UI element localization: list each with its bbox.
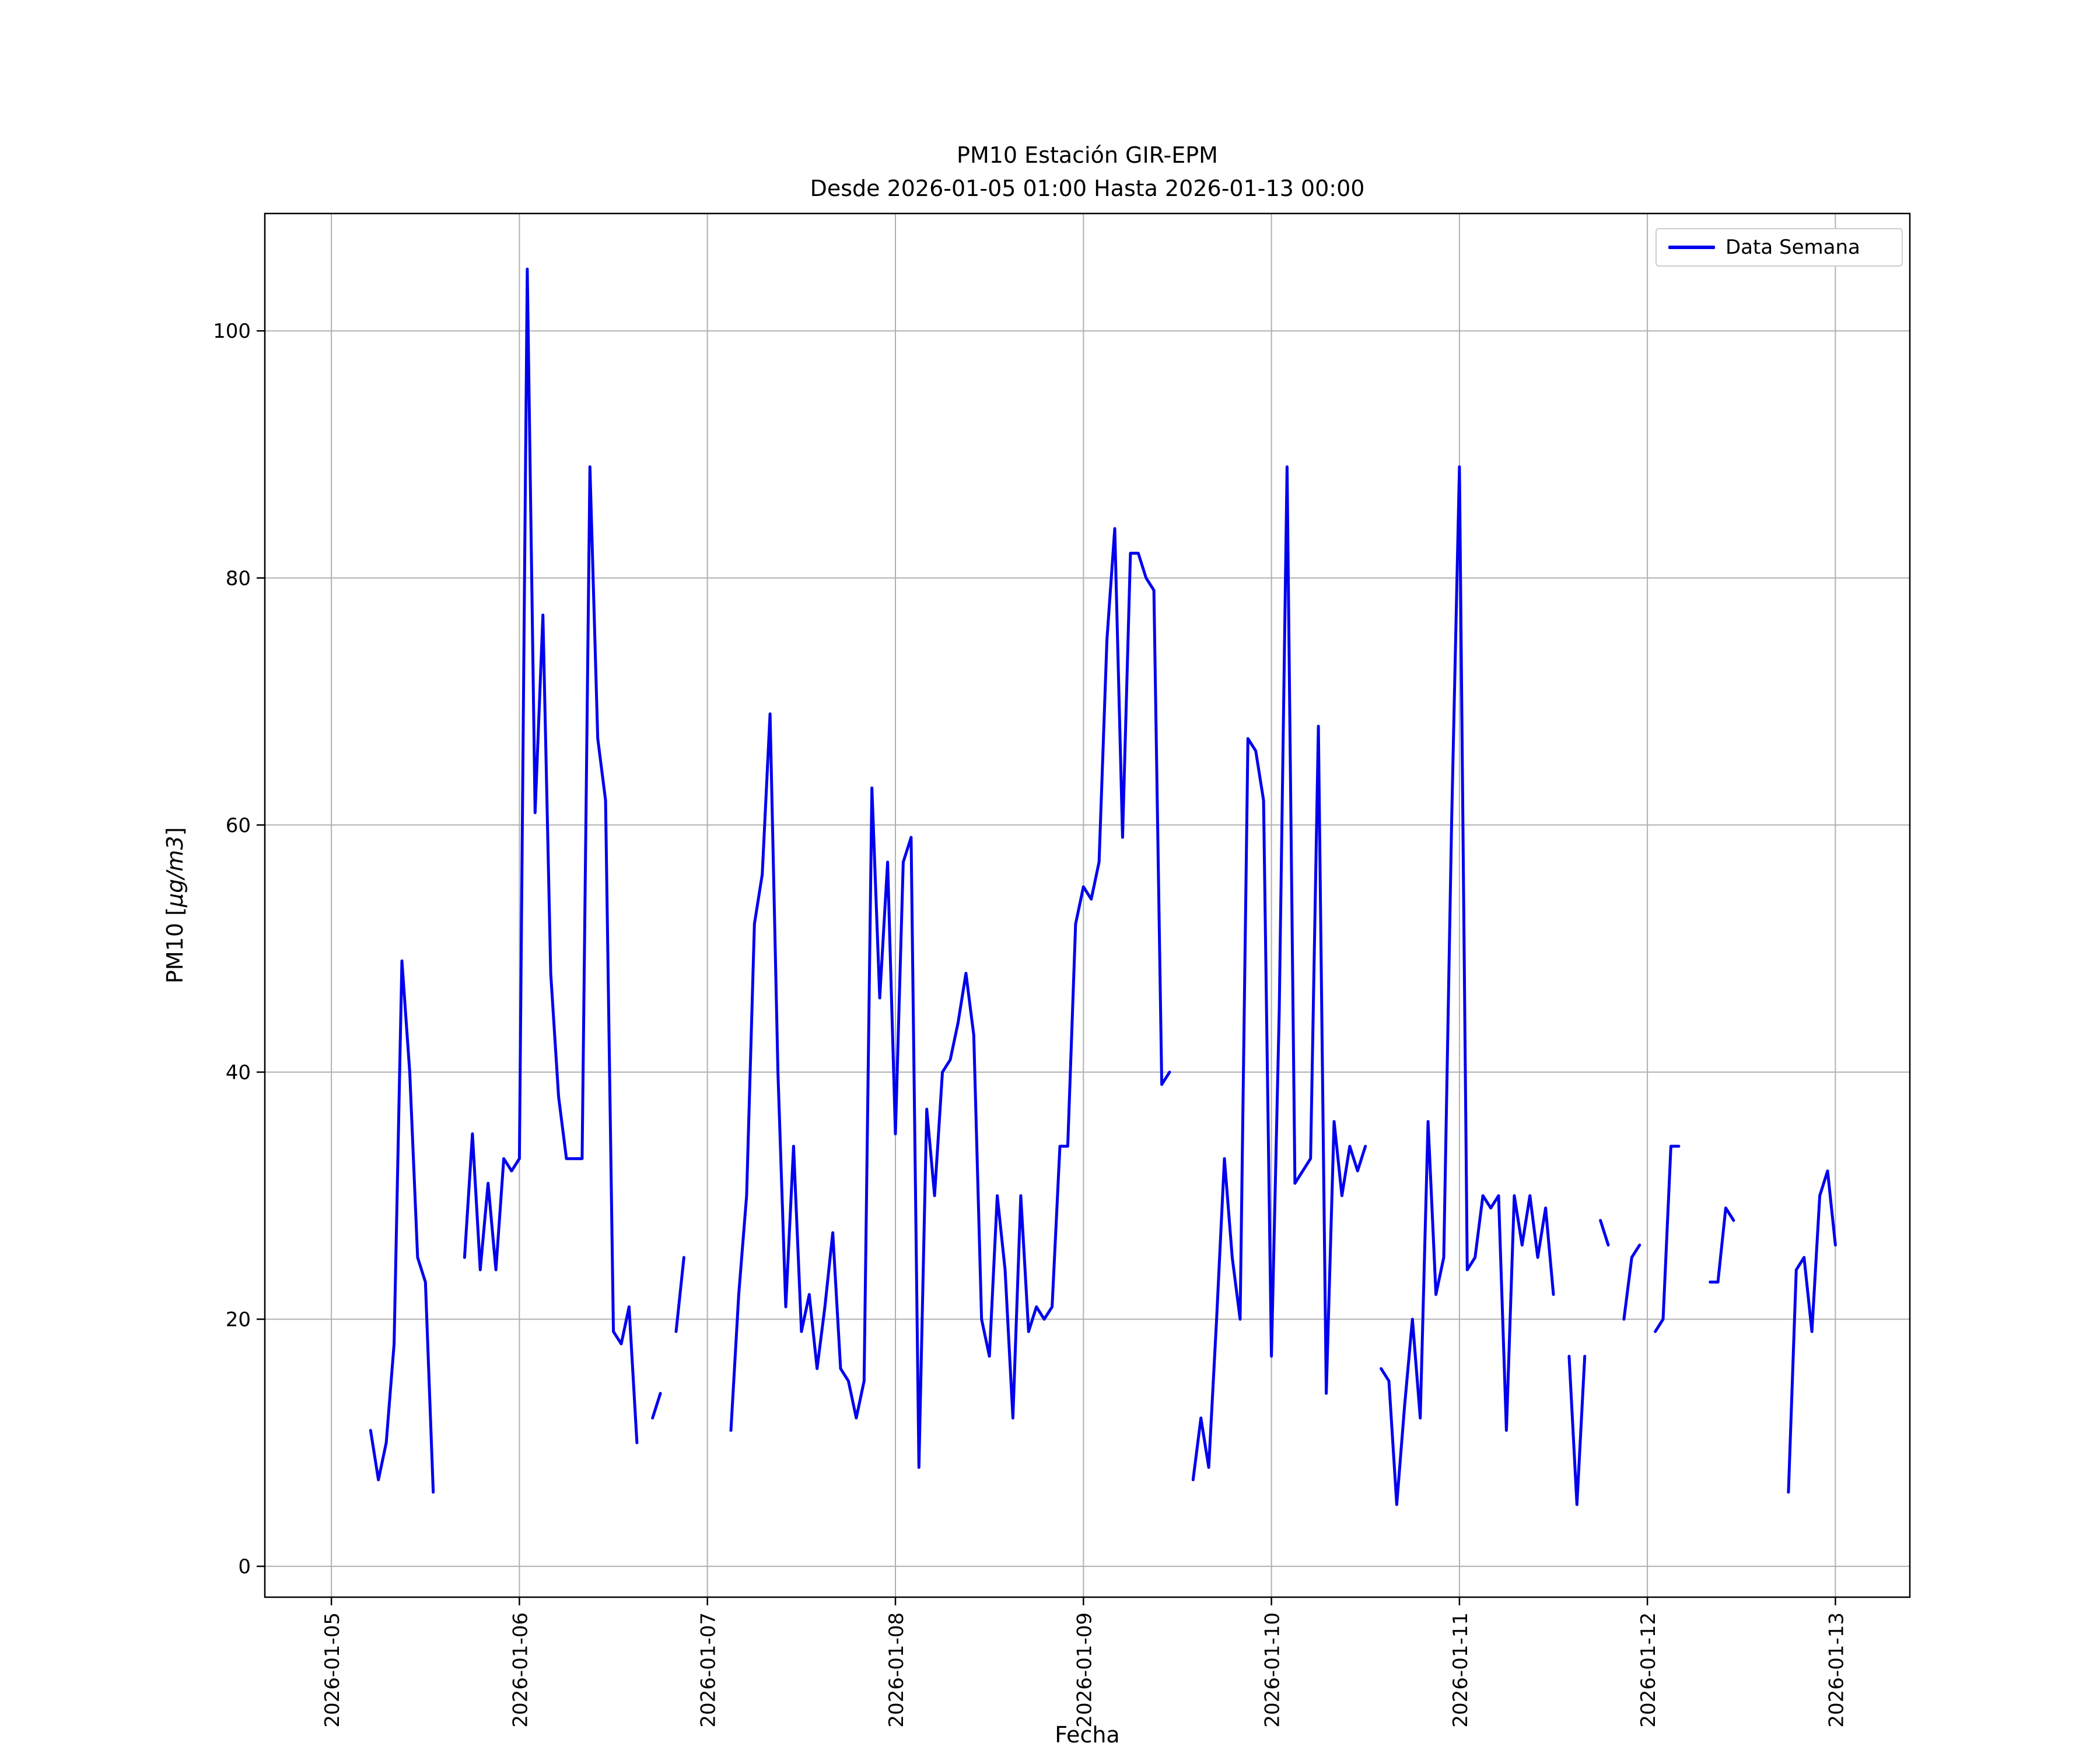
- x-tick-label: 2026-01-09: [1073, 1612, 1096, 1728]
- y-tick-label: 80: [226, 567, 251, 590]
- plot-border: [264, 212, 1911, 1598]
- y-tick-label: 20: [226, 1308, 251, 1332]
- y-axis-label: PM10 [μg/m3]: [162, 827, 188, 984]
- legend-line-sample: [1668, 246, 1715, 249]
- x-tick-label: 2026-01-08: [885, 1612, 908, 1728]
- y-tick-label: 40: [226, 1061, 251, 1084]
- y-tick-label: 100: [213, 320, 251, 343]
- x-tick-label: 2026-01-05: [321, 1612, 344, 1728]
- x-tick-label: 2026-01-12: [1637, 1612, 1660, 1728]
- legend: Data Semana: [1656, 228, 1903, 267]
- data-line-series: [369, 267, 1837, 1506]
- y-axis-label-units: μg/m3: [162, 835, 188, 908]
- x-tick-label: 2026-01-11: [1449, 1612, 1472, 1728]
- y-tick-label: 60: [226, 814, 251, 837]
- x-tick-label: 2026-01-07: [697, 1612, 720, 1728]
- x-tick-label: 2026-01-10: [1261, 1612, 1284, 1728]
- legend-label: Data Semana: [1726, 236, 1860, 259]
- chart-title-line1: PM10 Estación GIR-EPM: [957, 142, 1218, 168]
- y-tick-label: 0: [238, 1555, 251, 1578]
- chart-title: PM10 Estación GIR-EPM Desde 2026-01-05 0…: [265, 139, 1910, 205]
- plot-background: [265, 214, 1910, 1597]
- x-tick-label: 2026-01-13: [1825, 1612, 1848, 1728]
- y-axis-label-suffix: ]: [162, 827, 188, 836]
- chart-title-line2: Desde 2026-01-05 01:00 Hasta 2026-01-13 …: [810, 176, 1365, 201]
- x-axis-label: Fecha: [1055, 1722, 1120, 1748]
- x-tick-label: 2026-01-06: [509, 1612, 532, 1728]
- y-axis-label-prefix: PM10 [: [162, 907, 188, 984]
